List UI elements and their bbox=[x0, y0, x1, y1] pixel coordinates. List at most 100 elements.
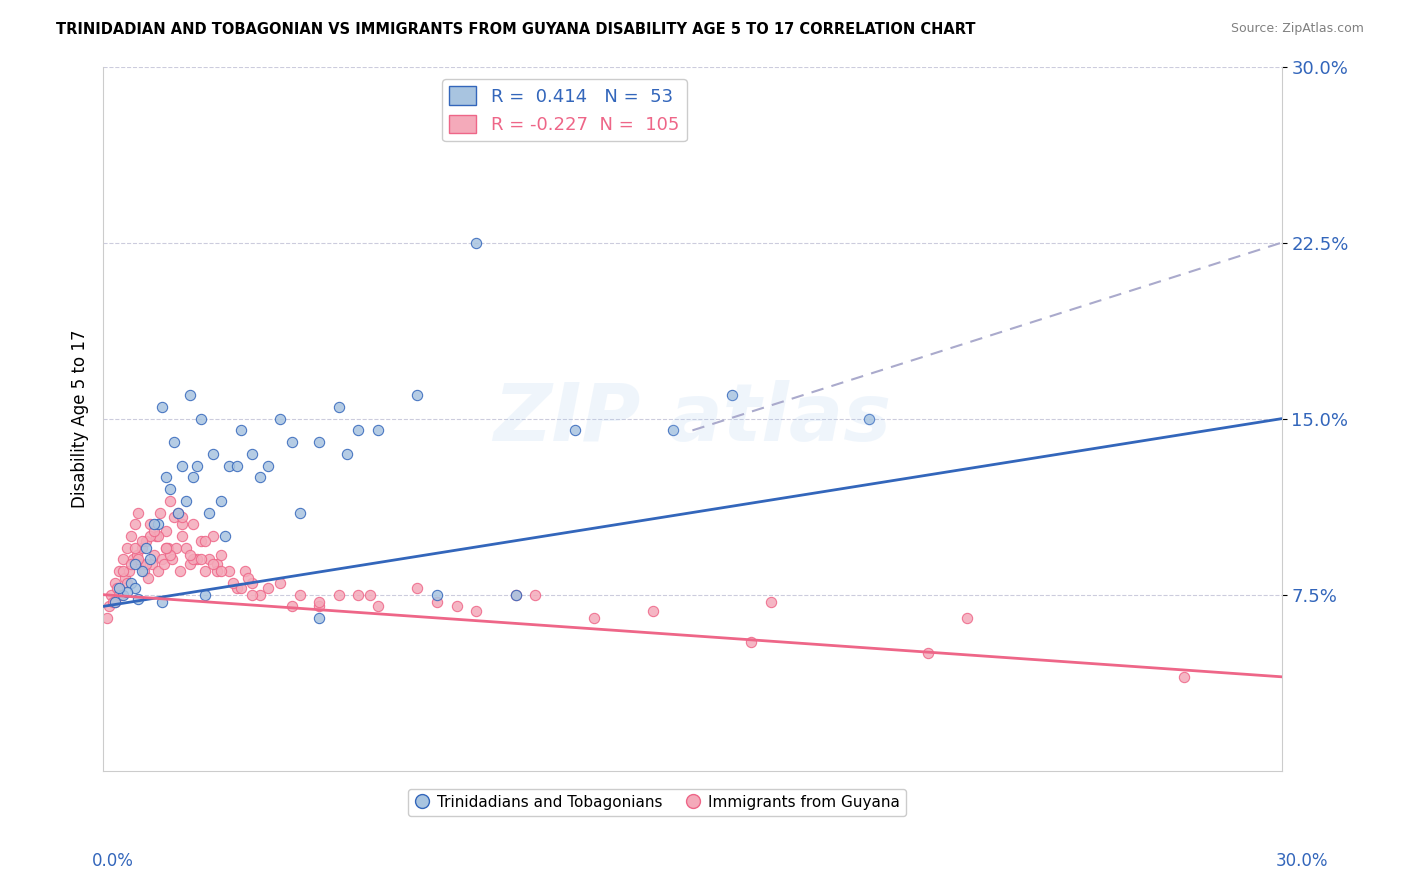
Point bbox=[150, 400, 173, 414]
Point bbox=[131, 533, 153, 548]
Point bbox=[183, 552, 205, 566]
Point bbox=[170, 458, 193, 473]
Point bbox=[166, 506, 188, 520]
Point bbox=[257, 458, 280, 473]
Point bbox=[209, 564, 232, 578]
Point bbox=[108, 581, 131, 595]
Point bbox=[163, 435, 186, 450]
Point bbox=[194, 533, 217, 548]
Point bbox=[190, 411, 212, 425]
Text: Source: ZipAtlas.com: Source: ZipAtlas.com bbox=[1230, 22, 1364, 36]
Point bbox=[242, 576, 264, 591]
Point bbox=[242, 588, 264, 602]
Point bbox=[141, 557, 163, 571]
Point bbox=[104, 595, 127, 609]
Point bbox=[218, 458, 240, 473]
Point bbox=[139, 552, 162, 566]
Point bbox=[465, 235, 488, 250]
Point bbox=[426, 595, 449, 609]
Point bbox=[202, 447, 225, 461]
Point bbox=[111, 564, 134, 578]
Point bbox=[105, 581, 128, 595]
Point bbox=[146, 517, 169, 532]
Point bbox=[146, 564, 169, 578]
Point bbox=[179, 548, 201, 562]
Point bbox=[127, 592, 149, 607]
Point bbox=[446, 599, 468, 614]
Point bbox=[336, 447, 359, 461]
Point bbox=[179, 557, 201, 571]
Point bbox=[118, 564, 141, 578]
Point bbox=[183, 517, 205, 532]
Point bbox=[143, 548, 166, 562]
Point bbox=[643, 604, 665, 618]
Point bbox=[218, 564, 240, 578]
Point bbox=[174, 493, 197, 508]
Point bbox=[198, 552, 221, 566]
Point bbox=[249, 470, 271, 484]
Point bbox=[190, 552, 212, 566]
Point bbox=[209, 493, 232, 508]
Point bbox=[242, 447, 264, 461]
Point bbox=[135, 541, 157, 555]
Point bbox=[114, 571, 136, 585]
Point bbox=[186, 552, 208, 566]
Point bbox=[406, 388, 429, 402]
Point bbox=[347, 423, 370, 437]
Point bbox=[308, 595, 330, 609]
Point bbox=[155, 470, 177, 484]
Point bbox=[127, 552, 149, 566]
Point bbox=[759, 595, 782, 609]
Point bbox=[131, 541, 153, 555]
Point bbox=[917, 646, 939, 660]
Text: 0.0%: 0.0% bbox=[91, 852, 134, 870]
Point bbox=[183, 470, 205, 484]
Point bbox=[858, 411, 880, 425]
Point bbox=[135, 557, 157, 571]
Point bbox=[229, 581, 252, 595]
Point bbox=[143, 524, 166, 539]
Point bbox=[150, 595, 173, 609]
Point bbox=[156, 541, 179, 555]
Point bbox=[564, 423, 586, 437]
Point bbox=[96, 611, 118, 625]
Point bbox=[505, 588, 527, 602]
Point bbox=[505, 588, 527, 602]
Point bbox=[139, 517, 162, 532]
Point bbox=[124, 541, 146, 555]
Point bbox=[190, 533, 212, 548]
Point bbox=[583, 611, 606, 625]
Point bbox=[205, 557, 228, 571]
Point bbox=[280, 435, 302, 450]
Point bbox=[229, 423, 252, 437]
Y-axis label: Disability Age 5 to 17: Disability Age 5 to 17 bbox=[72, 329, 89, 508]
Point bbox=[115, 585, 138, 599]
Point bbox=[662, 423, 685, 437]
Point bbox=[131, 564, 153, 578]
Point bbox=[426, 588, 449, 602]
Point bbox=[166, 506, 188, 520]
Point bbox=[222, 576, 245, 591]
Point bbox=[308, 435, 330, 450]
Point bbox=[328, 588, 350, 602]
Point bbox=[155, 541, 177, 555]
Point bbox=[288, 506, 311, 520]
Text: TRINIDADIAN AND TOBAGONIAN VS IMMIGRANTS FROM GUYANA DISABILITY AGE 5 TO 17 CORR: TRINIDADIAN AND TOBAGONIAN VS IMMIGRANTS… bbox=[56, 22, 976, 37]
Point bbox=[136, 571, 159, 585]
Point bbox=[956, 611, 979, 625]
Point bbox=[134, 564, 156, 578]
Point bbox=[233, 564, 256, 578]
Point bbox=[150, 552, 173, 566]
Point bbox=[328, 400, 350, 414]
Point bbox=[165, 541, 187, 555]
Text: ZIP atlas: ZIP atlas bbox=[494, 380, 891, 458]
Point bbox=[347, 588, 370, 602]
Point bbox=[174, 541, 197, 555]
Point bbox=[108, 564, 131, 578]
Point bbox=[269, 576, 291, 591]
Point bbox=[406, 581, 429, 595]
Point bbox=[115, 576, 138, 591]
Point bbox=[111, 588, 134, 602]
Point bbox=[143, 517, 166, 532]
Point bbox=[104, 595, 127, 609]
